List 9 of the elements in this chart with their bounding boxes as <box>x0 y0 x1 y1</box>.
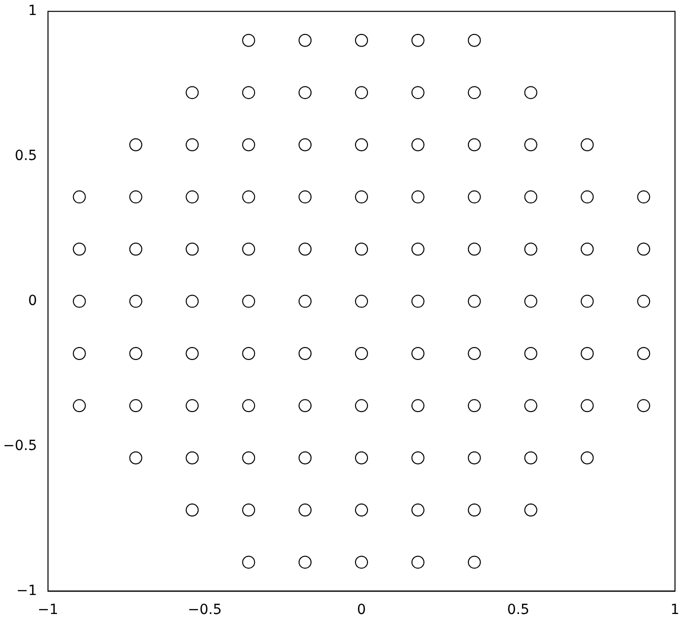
y-tick-label: −1 <box>16 582 37 599</box>
x-tick-label: 1 <box>670 602 680 618</box>
x-tick-label: 0.5 <box>507 602 530 618</box>
y-tick-label: 1 <box>28 3 37 20</box>
y-tick-label: −0.5 <box>2 438 37 454</box>
y-tick-label: 0 <box>28 292 37 309</box>
x-tick-label: 0 <box>357 602 366 618</box>
x-tick-label: −0.5 <box>188 602 222 618</box>
y-tick-label: 0.5 <box>14 148 37 164</box>
